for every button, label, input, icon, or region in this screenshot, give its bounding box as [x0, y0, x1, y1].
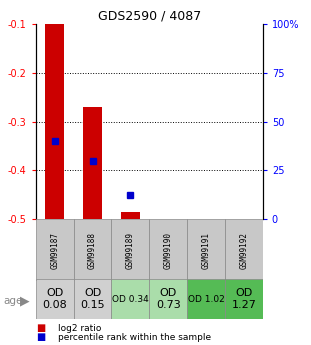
Bar: [225, 279, 263, 319]
Text: log2 ratio: log2 ratio: [58, 324, 101, 333]
Text: OD
0.15: OD 0.15: [80, 288, 105, 310]
Bar: [111, 219, 149, 281]
Text: GSM99190: GSM99190: [164, 231, 173, 269]
Text: ■: ■: [36, 333, 45, 342]
Bar: [74, 279, 111, 319]
Text: OD
1.27: OD 1.27: [231, 288, 256, 310]
Text: GSM99189: GSM99189: [126, 231, 135, 269]
Bar: [187, 279, 225, 319]
Text: OD 1.02: OD 1.02: [188, 295, 225, 304]
Text: ■: ■: [36, 324, 45, 333]
Bar: [36, 219, 74, 281]
Text: GSM99191: GSM99191: [202, 231, 211, 269]
Bar: [36, 279, 74, 319]
Bar: [83, 107, 102, 219]
Text: OD
0.08: OD 0.08: [42, 288, 67, 310]
Bar: [74, 219, 111, 281]
Bar: [187, 219, 225, 281]
Bar: [121, 212, 140, 219]
Text: ▶: ▶: [20, 294, 30, 307]
Text: OD 0.34: OD 0.34: [112, 295, 149, 304]
Bar: [149, 279, 187, 319]
Text: age: age: [3, 296, 22, 306]
Text: GSM99187: GSM99187: [50, 231, 59, 269]
Title: GDS2590 / 4087: GDS2590 / 4087: [98, 10, 201, 23]
Text: GSM99188: GSM99188: [88, 231, 97, 269]
Bar: [149, 219, 187, 281]
Text: OD
0.73: OD 0.73: [156, 288, 181, 310]
Bar: [225, 219, 263, 281]
Text: GSM99192: GSM99192: [239, 231, 248, 269]
Bar: [45, 24, 64, 219]
Text: percentile rank within the sample: percentile rank within the sample: [58, 333, 211, 342]
Bar: [111, 279, 149, 319]
